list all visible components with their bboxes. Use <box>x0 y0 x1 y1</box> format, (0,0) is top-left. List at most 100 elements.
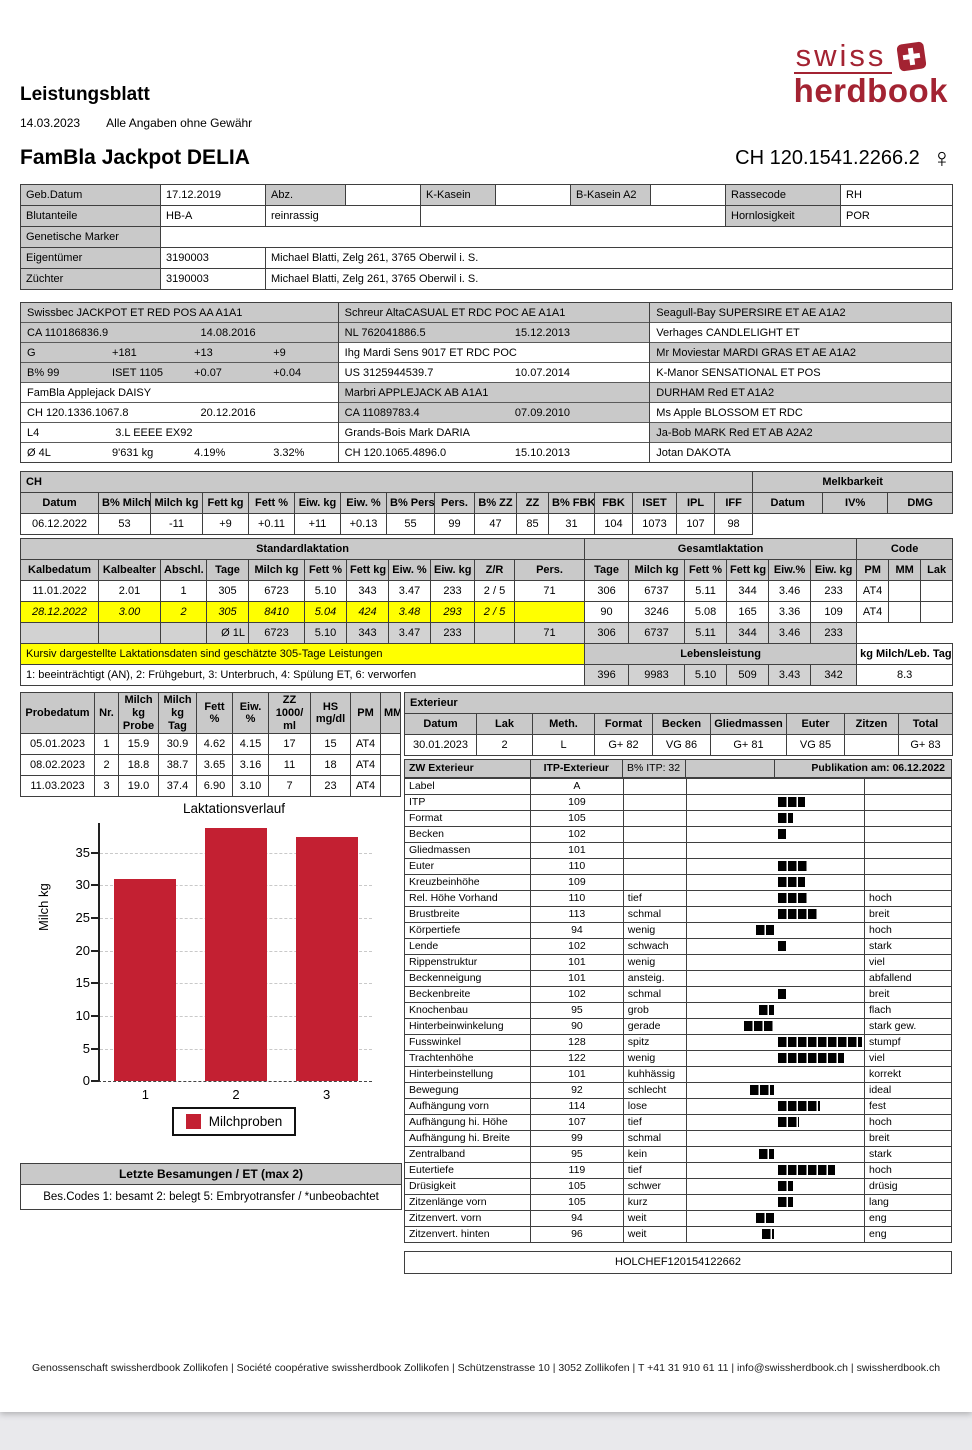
pedigree-cell: ISET 1105 <box>112 366 163 379</box>
trait-low-label: schmal <box>623 987 688 1004</box>
column-header: Milch kg Probe <box>118 692 159 735</box>
trait-low-label: weit <box>623 1227 688 1244</box>
kg-per-day-label: kg Milch/Leb. Tag: <box>856 643 954 666</box>
trait-value: A <box>531 779 624 796</box>
cell: 05.01.2023 <box>20 733 95 756</box>
empty-cell <box>20 622 99 645</box>
average-row: Ø 1L 6723 5.10 343 3.47 233 71 306 6737 5.11 344 3.… <box>20 622 953 645</box>
trait-name: Format <box>405 811 532 828</box>
cell <box>888 580 922 603</box>
trait-value: 90 <box>531 1019 624 1036</box>
cell: 3.46 <box>768 580 812 603</box>
y-tick-mark <box>91 1047 98 1050</box>
table-row: CH Melkbarkeit <box>19 471 954 494</box>
trait-low-label: gerade <box>623 1019 688 1036</box>
milk-test-row: 11.03.2023 3 19.0 37.4 6.90 3.10 7 23 AT4 <box>20 775 401 798</box>
pedigree-row: CA 11089783.4 07.09.2010 <box>338 403 650 424</box>
pedigree-cell: +0.07 <box>194 366 222 379</box>
lebensleistung-header: Lebensleistung <box>584 643 858 666</box>
y-axis-label: Milch kg <box>36 883 51 932</box>
trait-row: Beckenbreite 102 schmal breit <box>405 987 952 1004</box>
column-header: Gliedmassen <box>710 713 787 736</box>
trait-value: 95 <box>531 1003 624 1020</box>
trait-row: Hinterbeinwinkelung 90 gerade stark gew. <box>405 1019 952 1036</box>
exterieur-section-header: Exterieur <box>403 692 954 715</box>
melkbarkeit-section-header: Melkbarkeit <box>752 471 954 494</box>
cell: G+ 81 <box>710 734 787 757</box>
pedigree-cell: 4.19% <box>194 446 226 459</box>
trait-name: Hinterbeinstellung <box>405 1067 532 1084</box>
cell: 11.03.2023 <box>20 775 95 798</box>
trait-name: Brustbreite <box>405 907 532 924</box>
trait-high-label: viel <box>865 1051 952 1068</box>
trait-value: 101 <box>531 955 624 972</box>
cell: 6723 <box>248 580 305 603</box>
column-header: Datum <box>752 492 824 515</box>
cell: G+ 83 <box>897 734 954 757</box>
cell: 28.12.2022 <box>20 601 99 624</box>
pedigree-row: Verhages CANDLELIGHT ET <box>650 323 951 344</box>
trait-high-label: breit <box>865 907 952 924</box>
trait-high-label: eng <box>865 1211 952 1228</box>
trait-row: Beckenneigung 101 ansteig. abfallend <box>405 971 952 988</box>
trait-low-label <box>623 779 688 796</box>
trait-bar <box>778 829 787 840</box>
trait-bar-cell <box>687 1067 866 1084</box>
trait-high-label: stumpf <box>865 1035 952 1052</box>
pedigree-row: FamBla Applejack DAISY <box>21 383 338 404</box>
x-tick-label: 1 <box>141 1087 149 1103</box>
milk-test-row: 08.02.2023 2 18.8 38.7 3.65 3.16 11 18 AT4 <box>20 754 401 777</box>
pedigree-cell: DURHAM Red ET A1A2 <box>656 386 775 399</box>
y-tick-label: 25 <box>75 909 90 925</box>
lactation-table: Standardlaktation Gesamtlaktation Code Kalb… <box>19 538 954 687</box>
lebensleistung-value: 5.10 <box>684 664 728 687</box>
trait-row: Aufhängung hi. Breite 99 schmal breit <box>405 1131 952 1148</box>
trait-name: Zitzenvert. hinten <box>405 1227 532 1244</box>
trait-bar-cell <box>687 1035 866 1052</box>
trait-name: Körpertiefe <box>405 923 532 940</box>
pedigree-cell: CH 120.1065.4896.0 <box>344 446 447 459</box>
cell: 6737 <box>628 580 686 603</box>
besamungen-codes: Bes.Codes 1: besamt 2: belegt 5: Embryot… <box>21 1185 401 1210</box>
animal-id-number: CH 120.1541.2266.2 <box>735 146 920 169</box>
cell: 15 <box>310 733 351 756</box>
pedigree-row: Schreur AltaCASUAL ET RDC POC AE A1A1 <box>338 303 650 324</box>
trait-value: 105 <box>531 1195 624 1212</box>
blutanteile-label: Blutanteile <box>20 205 161 228</box>
cell: 31 <box>548 513 595 536</box>
table-row: Standardlaktation Gesamtlaktation Code <box>19 538 954 561</box>
empty-cell <box>98 622 161 645</box>
column-header: MM <box>888 559 922 582</box>
empty-cell <box>160 622 207 645</box>
cell: 11 <box>268 754 311 777</box>
cell <box>920 601 954 624</box>
trait-value: 114 <box>531 1099 624 1116</box>
trait-name: Label <box>405 779 532 796</box>
trait-row: Hinterbeinstellung 101 kuhhässig korrekt <box>405 1067 952 1084</box>
genetische-marker-label: Genetische Marker <box>20 226 161 249</box>
leistungsblatt-page: swiss herdbook Leistungsblatt 14.03.2023… <box>0 0 972 1412</box>
animal-id: CH 120.1541.2266.2 ♀ <box>735 144 952 171</box>
trait-value: 119 <box>531 1163 624 1180</box>
table-row: Eigentümer 3190003 Michael Blatti, Zelg … <box>20 247 953 270</box>
table-row: 06.12.2022 53 -11 +9 +0.11 +11 +0.13 55 99 47 85 31… <box>20 513 953 536</box>
trait-low-label: grob <box>623 1003 688 1020</box>
cell: -11 <box>150 513 203 536</box>
trait-low-label <box>623 827 688 844</box>
cell: 98 <box>713 513 754 536</box>
y-tick-label: 35 <box>75 844 90 860</box>
zw-exterieur-header: ZW Exterieur ITP-Exterieur B% ITP: 32 Publi… <box>404 759 953 779</box>
empty-cell <box>856 622 889 644</box>
y-tick-label: 30 <box>75 877 90 893</box>
cell: 99 <box>434 513 475 536</box>
trait-row: Kreuzbeinhöhe 109 <box>405 875 952 892</box>
trait-value: 109 <box>531 875 624 892</box>
swissherdbook-logo: swiss herdbook <box>793 40 948 109</box>
b-kasein-value <box>650 184 726 207</box>
trait-high-label: korrekt <box>865 1067 952 1084</box>
table-row: Genetische Marker <box>20 226 953 249</box>
rassecode-label: Rassecode <box>725 184 841 207</box>
trait-value: 122 <box>531 1051 624 1068</box>
trait-row: Becken 102 <box>405 827 952 844</box>
trait-high-label: hoch <box>865 891 952 908</box>
